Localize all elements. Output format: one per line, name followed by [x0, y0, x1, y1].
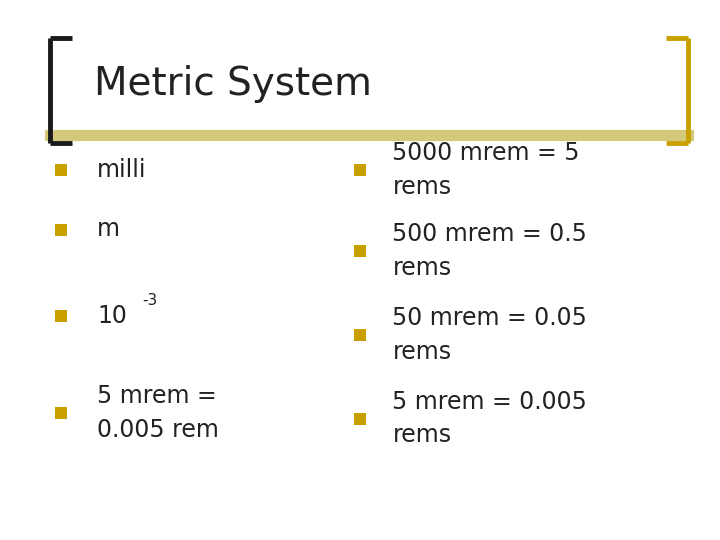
- Text: 5 mrem = 0.005
rems: 5 mrem = 0.005 rems: [392, 390, 588, 447]
- Text: 500 mrem = 0.5
rems: 500 mrem = 0.5 rems: [392, 222, 588, 280]
- Text: m: m: [97, 218, 120, 241]
- Text: 5000 mrem = 5
rems: 5000 mrem = 5 rems: [392, 141, 580, 199]
- Text: -3: -3: [142, 293, 157, 308]
- Text: 5 mrem =
0.005 rem: 5 mrem = 0.005 rem: [97, 384, 219, 442]
- Text: 50 mrem = 0.05
rems: 50 mrem = 0.05 rems: [392, 306, 588, 363]
- Text: 10: 10: [97, 304, 127, 328]
- Text: Metric System: Metric System: [94, 65, 372, 103]
- Text: milli: milli: [97, 158, 147, 182]
